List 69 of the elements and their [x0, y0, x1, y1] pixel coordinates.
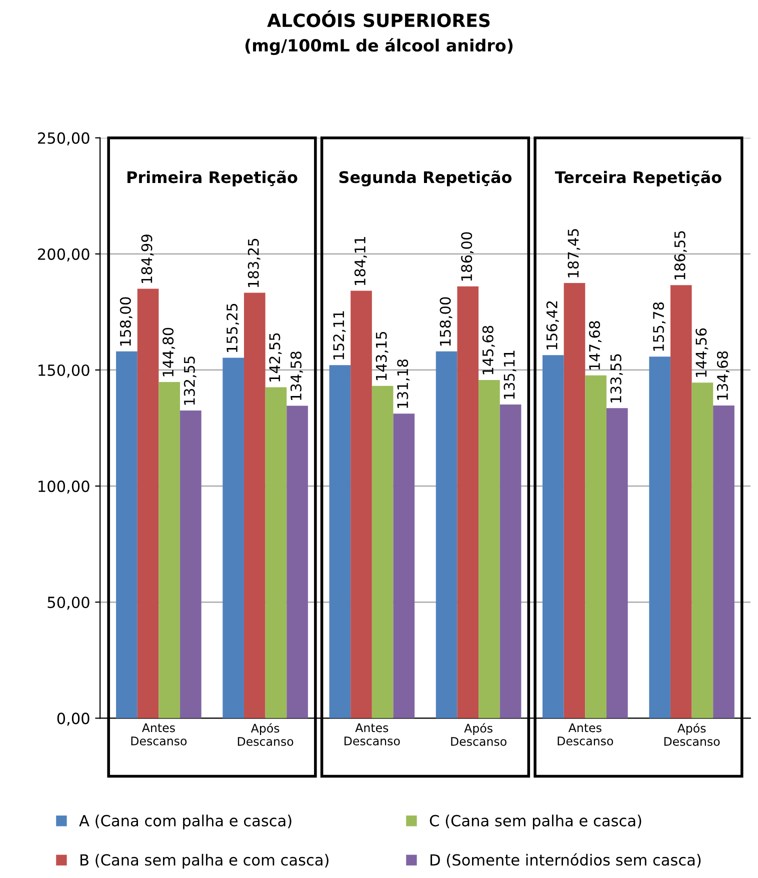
- bar: [137, 288, 159, 718]
- data-label: 184,99: [141, 234, 154, 283]
- bar: [564, 283, 586, 718]
- data-label: 145,68: [482, 326, 495, 374]
- y-tick-label: 100,00: [38, 480, 90, 494]
- y-tick-label: 250,00: [38, 132, 90, 146]
- annotation: Terceira Repetição: [554, 170, 722, 186]
- bar: [606, 408, 628, 718]
- bar: [585, 375, 606, 718]
- y-tick-label: 0,00: [57, 712, 90, 726]
- bar: [713, 406, 734, 718]
- bar: [670, 285, 692, 718]
- bar: [692, 382, 714, 718]
- x-tick-label: Após Descanso: [238, 723, 294, 746]
- data-label: 158,00: [120, 297, 132, 346]
- x-tick-label: Após Descanso: [664, 723, 720, 746]
- x-tick-label: Antes Descanso: [344, 723, 400, 746]
- data-label: 186,55: [674, 231, 687, 280]
- annotation: Primeira Repetição: [127, 170, 298, 186]
- data-label: 133,55: [610, 354, 623, 402]
- x-tick-label: Antes Descanso: [558, 723, 614, 746]
- bar: [393, 414, 415, 718]
- y-tick-label: 150,00: [38, 364, 90, 378]
- data-label: 132,55: [184, 356, 196, 405]
- legend-label: B (Cana sem palha e com casca): [80, 854, 328, 869]
- data-label: 187,45: [568, 229, 580, 278]
- bar: [372, 386, 394, 718]
- bar: [158, 382, 180, 718]
- legend-label: D (Somente internódios sem casca): [430, 853, 701, 868]
- bar: [180, 410, 202, 718]
- bar: [116, 351, 138, 718]
- data-label: 186,00: [461, 232, 474, 281]
- bar: [329, 365, 351, 718]
- bar: [478, 380, 500, 718]
- bar: [222, 358, 244, 718]
- chart-subtitle: (mg/100mL de álcool anidro): [245, 38, 513, 55]
- bar: [542, 355, 564, 718]
- x-tick-label: Após Descanso: [451, 723, 506, 746]
- data-label: 183,25: [248, 238, 260, 288]
- bar: [649, 356, 670, 718]
- bar: [350, 290, 372, 718]
- data-label: 142,55: [269, 333, 282, 382]
- bar: [436, 351, 458, 718]
- y-tick-label: 50,00: [48, 596, 90, 610]
- data-label: 155,25: [226, 304, 240, 352]
- data-label: 135,11: [504, 350, 516, 399]
- x-tick-label: Antes Descanso: [131, 723, 187, 746]
- legend-label: C (Cana sem palha e casca): [430, 814, 642, 830]
- data-label: 184,11: [354, 236, 367, 286]
- data-label: 155,78: [652, 302, 666, 351]
- y-tick-label: 200,00: [38, 248, 90, 262]
- bar: [265, 387, 287, 718]
- bar: [500, 404, 522, 718]
- data-label: 156,42: [546, 301, 559, 350]
- data-label: 131,18: [397, 359, 410, 408]
- data-label: 134,68: [716, 351, 730, 400]
- annotation: Segunda Repetição: [339, 170, 512, 186]
- bar: [286, 406, 308, 718]
- bar: [457, 286, 479, 718]
- bar: [244, 292, 266, 718]
- data-label: 143,15: [376, 332, 388, 380]
- data-label: 158,00: [440, 297, 452, 346]
- data-label: 152,11: [333, 311, 346, 360]
- legend-label: A (Cana com palha e casca): [79, 814, 292, 830]
- data-label: 134,58: [290, 352, 304, 400]
- chart-title: ALCOÓIS SUPERIORES: [267, 10, 490, 28]
- data-label: 144,80: [162, 328, 176, 376]
- data-label: 144,56: [696, 328, 708, 377]
- data-label: 147,68: [589, 321, 602, 370]
